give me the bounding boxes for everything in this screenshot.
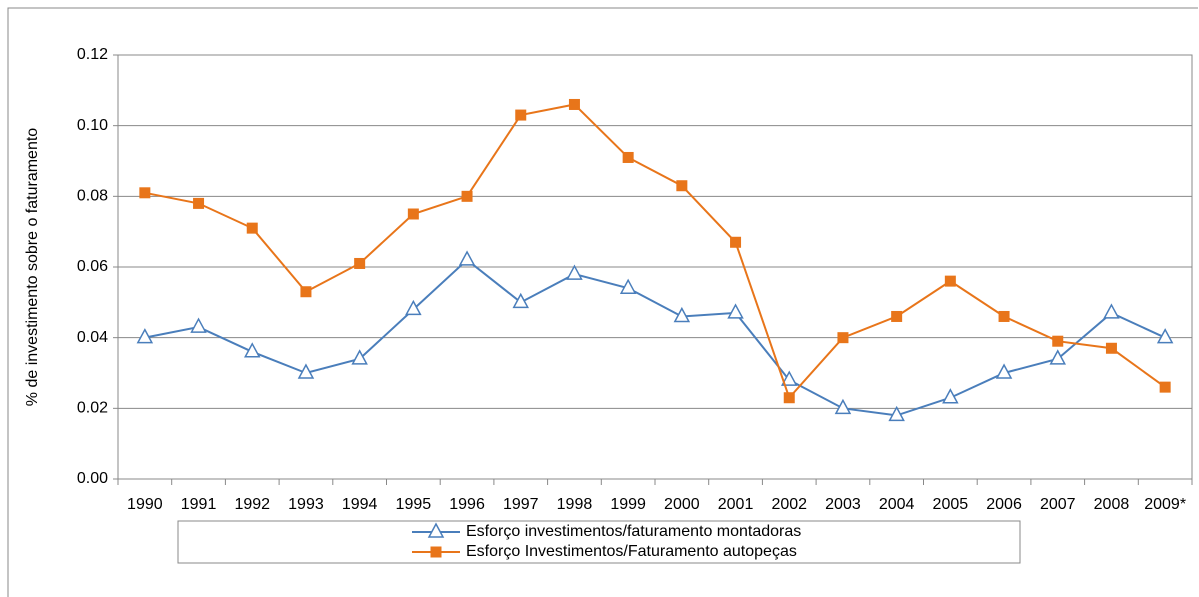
legend-label: Esforço investimentos/faturamento montad… bbox=[466, 523, 801, 540]
marker bbox=[297, 363, 315, 379]
x-tick-label: 1998 bbox=[557, 496, 593, 513]
y-axis-label: % de investimento sobre o faturamento bbox=[24, 128, 41, 406]
marker bbox=[1052, 335, 1064, 347]
x-tick-label: 2000 bbox=[664, 496, 700, 513]
marker bbox=[837, 332, 849, 344]
marker bbox=[246, 222, 258, 234]
x-tick-label: 2003 bbox=[825, 496, 861, 513]
marker bbox=[407, 208, 419, 220]
marker bbox=[243, 342, 261, 358]
marker bbox=[136, 328, 154, 344]
marker bbox=[834, 398, 852, 415]
marker bbox=[461, 190, 473, 202]
marker bbox=[944, 275, 956, 287]
legend-label: Esforço Investimentos/Faturamento autope… bbox=[466, 543, 797, 560]
x-tick-label: 1999 bbox=[610, 496, 646, 513]
marker bbox=[727, 303, 744, 319]
x-tick-label: 1996 bbox=[449, 496, 485, 513]
marker bbox=[622, 151, 634, 163]
marker bbox=[1103, 303, 1120, 319]
x-tick-label: 2009* bbox=[1144, 496, 1186, 513]
marker bbox=[888, 405, 905, 422]
x-tick-label: 2001 bbox=[718, 496, 754, 513]
y-tick-label: 0.02 bbox=[77, 400, 108, 417]
x-tick-label: 1993 bbox=[288, 496, 324, 513]
marker bbox=[1156, 328, 1174, 344]
marker bbox=[1049, 349, 1067, 365]
x-tick-label: 2005 bbox=[933, 496, 969, 513]
marker bbox=[891, 310, 903, 322]
marker bbox=[458, 250, 476, 266]
marker bbox=[190, 317, 207, 333]
chart-border bbox=[7, 7, 1198, 597]
marker bbox=[673, 306, 691, 323]
series-line bbox=[144, 258, 1166, 417]
x-tick-label: 1994 bbox=[342, 496, 378, 513]
series-line bbox=[144, 103, 1166, 400]
legend-box bbox=[177, 520, 1021, 564]
x-tick-label: 1990 bbox=[127, 496, 163, 513]
marker bbox=[300, 286, 312, 298]
marker bbox=[1159, 381, 1171, 393]
x-tick-label: 2008 bbox=[1094, 496, 1130, 513]
marker bbox=[139, 187, 151, 199]
marker bbox=[942, 388, 959, 404]
x-tick-label: 1995 bbox=[396, 496, 432, 513]
legend-marker bbox=[430, 546, 442, 558]
marker bbox=[405, 299, 422, 316]
x-tick-label: 2004 bbox=[879, 496, 915, 513]
marker bbox=[566, 264, 583, 280]
marker bbox=[512, 292, 530, 309]
marker bbox=[568, 98, 580, 110]
x-tick-label: 2007 bbox=[1040, 496, 1076, 513]
marker bbox=[676, 180, 688, 192]
marker bbox=[619, 278, 637, 294]
marker bbox=[351, 349, 368, 365]
marker bbox=[515, 109, 527, 121]
x-tick-label: 1992 bbox=[234, 496, 270, 513]
x-tick-label: 1991 bbox=[181, 496, 217, 513]
marker bbox=[780, 370, 798, 386]
marker bbox=[998, 310, 1010, 322]
y-tick-label: 0.10 bbox=[77, 117, 108, 134]
y-tick-label: 0.12 bbox=[77, 46, 108, 63]
marker bbox=[783, 392, 795, 404]
marker bbox=[995, 363, 1013, 379]
marker bbox=[354, 257, 366, 269]
legend-marker bbox=[427, 522, 445, 538]
y-tick-label: 0.00 bbox=[77, 470, 108, 487]
x-tick-label: 2002 bbox=[771, 496, 807, 513]
y-tick-label: 0.04 bbox=[77, 329, 108, 346]
y-tick-label: 0.08 bbox=[77, 188, 108, 205]
x-tick-label: 2006 bbox=[986, 496, 1022, 513]
x-tick-label: 1997 bbox=[503, 496, 539, 513]
y-tick-label: 0.06 bbox=[77, 258, 108, 275]
marker bbox=[1105, 342, 1117, 354]
marker bbox=[730, 236, 742, 248]
marker bbox=[193, 197, 205, 209]
